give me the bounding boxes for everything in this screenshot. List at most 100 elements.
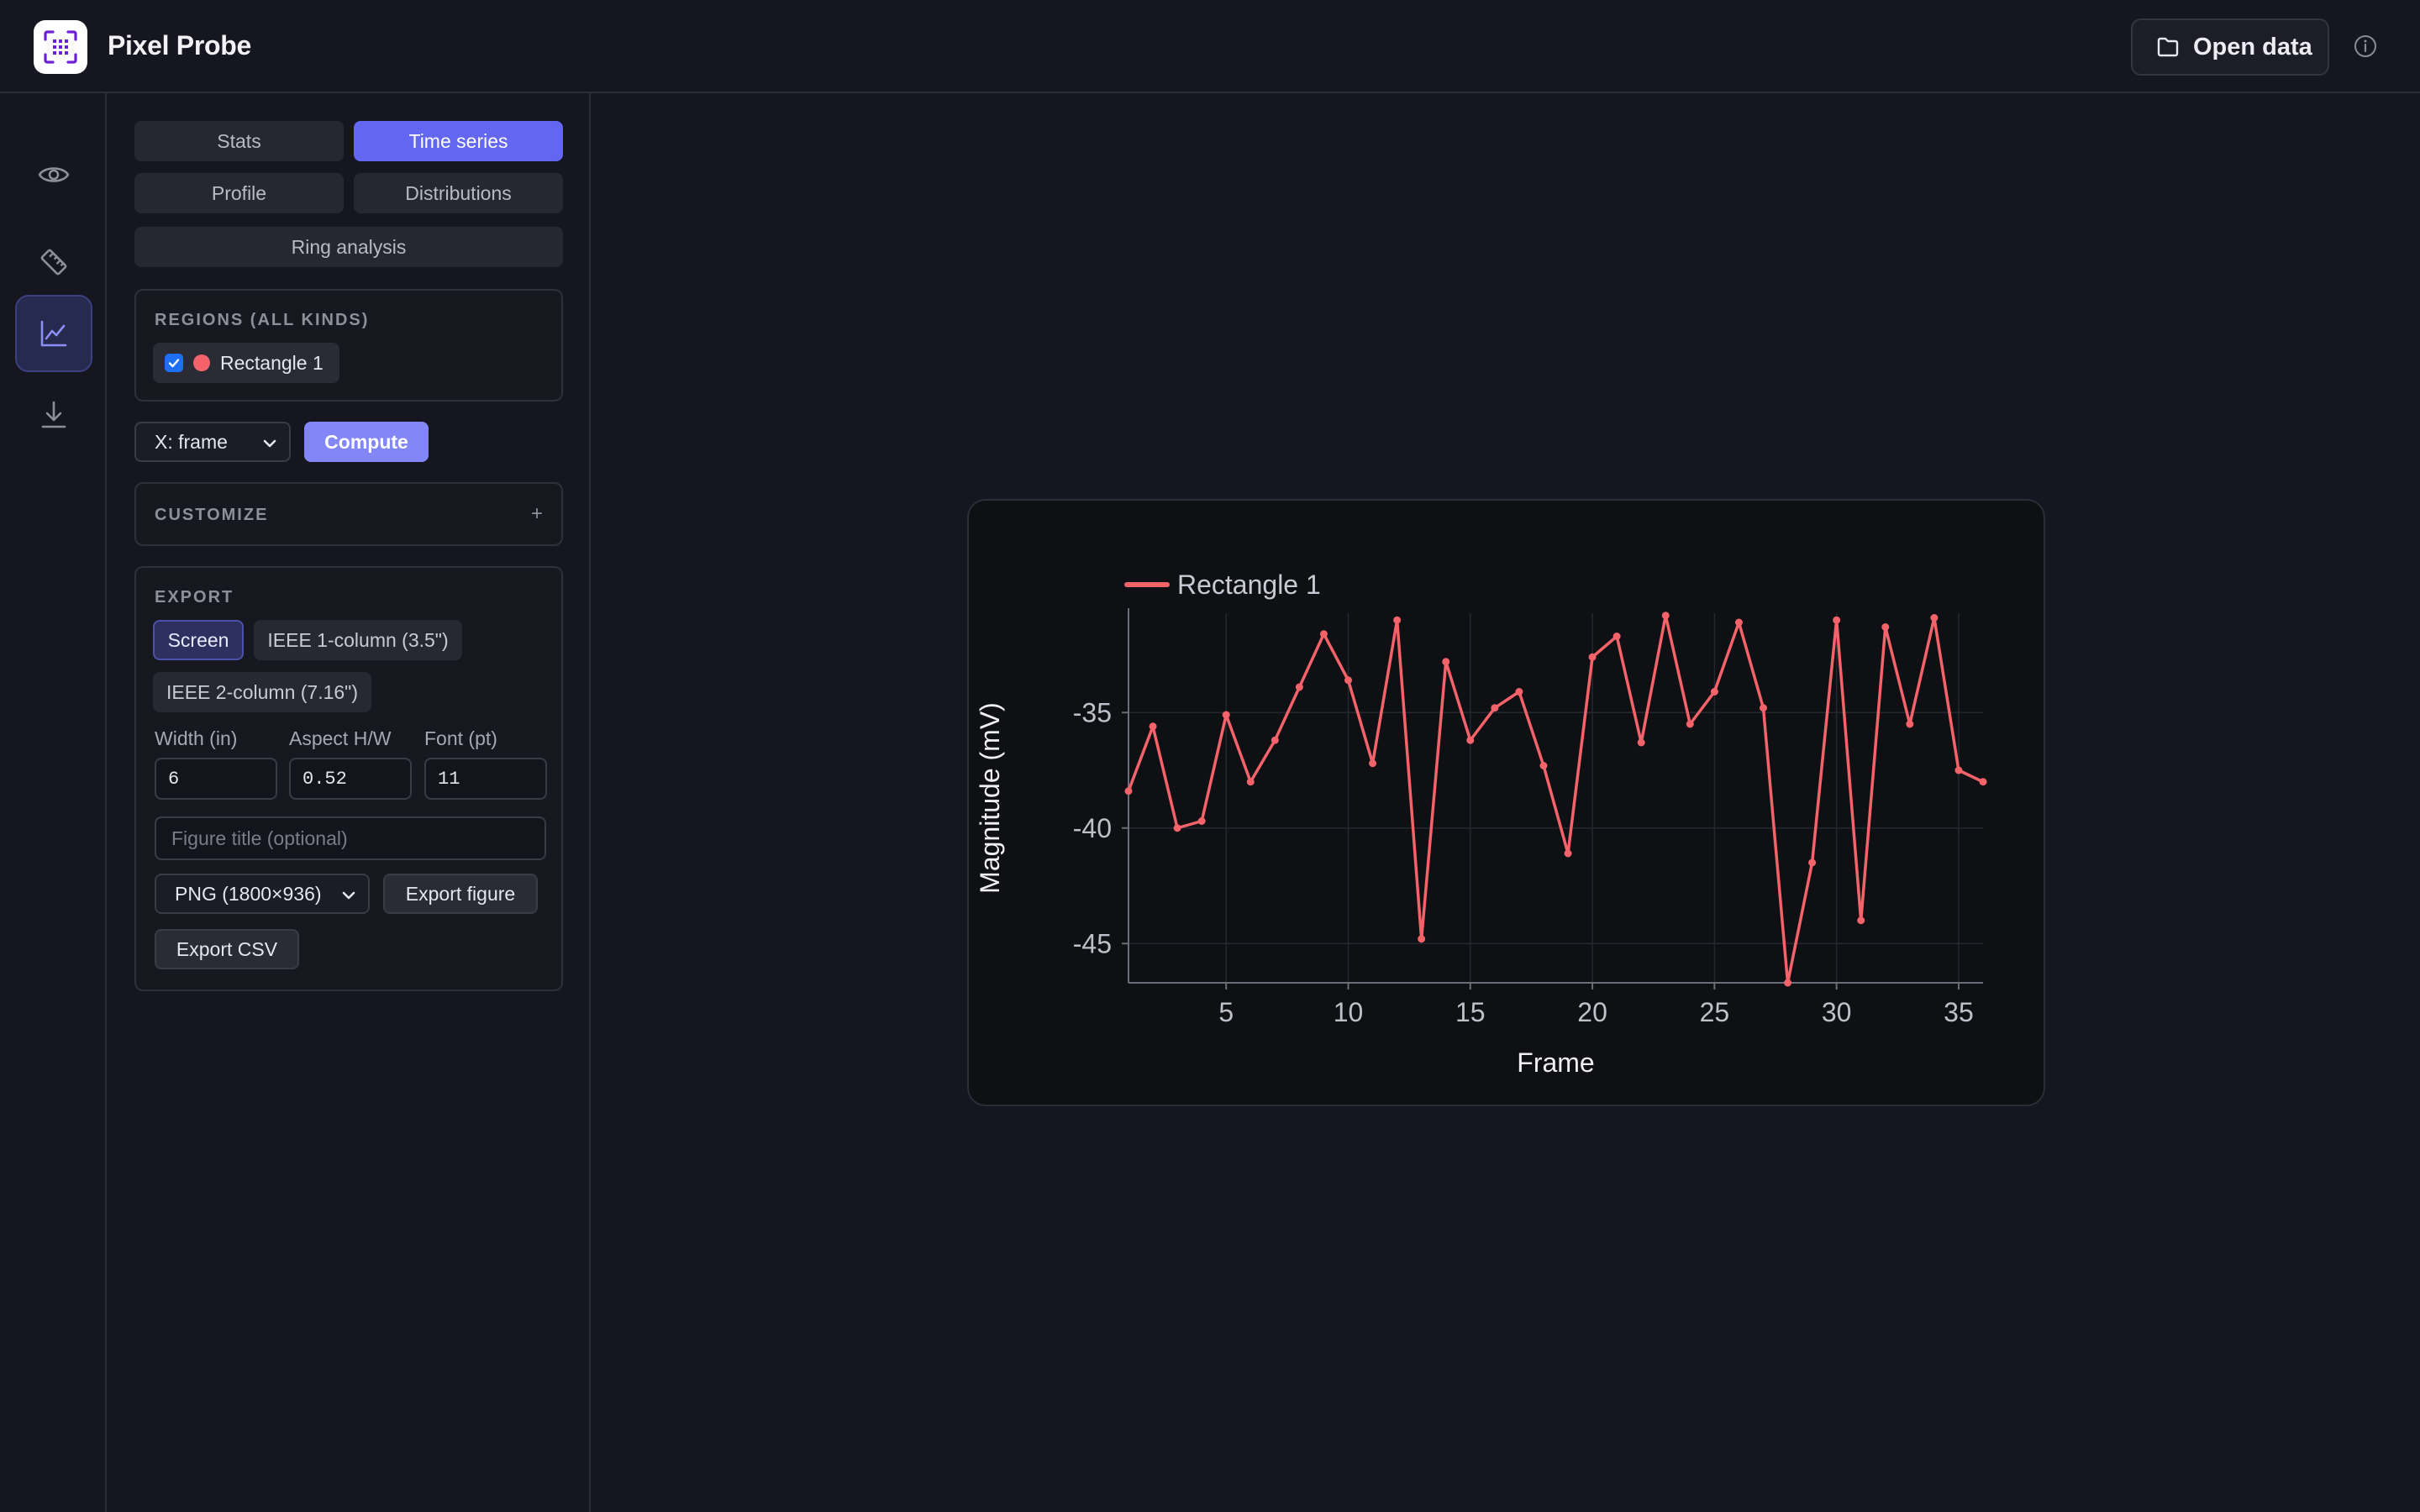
data-point xyxy=(1393,616,1402,624)
data-point xyxy=(1881,623,1890,631)
export-csv-button[interactable]: Export CSV xyxy=(155,929,299,969)
time-series-chart: 5 10 15 20 25 30 35 -35 -40 -45 Frame Magnitude (mV… xyxy=(975,570,1987,1078)
data-point xyxy=(1270,736,1279,744)
chevron-down-icon xyxy=(263,439,276,448)
data-point xyxy=(1539,762,1548,769)
data-point xyxy=(1564,849,1572,858)
x-tick-label: 15 xyxy=(1455,997,1486,1027)
font-input[interactable] xyxy=(424,758,547,800)
rail-view-button[interactable] xyxy=(15,136,92,213)
data-point xyxy=(1295,683,1303,691)
data-point xyxy=(1906,720,1914,728)
ruler-icon xyxy=(40,249,67,276)
data-point xyxy=(1734,618,1743,627)
app-logo xyxy=(34,20,87,74)
info-icon xyxy=(2354,35,2376,57)
data-point xyxy=(1491,704,1499,712)
x-axis-title: Frame xyxy=(1517,1047,1594,1078)
format-select[interactable]: PNG (1800×936) xyxy=(155,874,370,914)
chart-card: 5 10 15 20 25 30 35 -35 -40 -45 Frame Magnitude (mV… xyxy=(967,499,2045,1106)
data-point xyxy=(1418,935,1426,943)
region-chip-rectangle-1[interactable]: Rectangle 1 xyxy=(153,343,339,383)
data-point xyxy=(1686,720,1694,728)
x-tick-label: 25 xyxy=(1700,997,1730,1027)
x-tick-label: 35 xyxy=(1944,997,1974,1027)
region-checkbox[interactable] xyxy=(165,354,183,372)
data-point xyxy=(1173,824,1181,832)
tab-distributions[interactable]: Distributions xyxy=(354,173,563,213)
region-label: Rectangle 1 xyxy=(220,351,324,374)
font-label: Font (pt) xyxy=(424,727,497,749)
data-point xyxy=(1930,614,1939,622)
data-point xyxy=(1442,658,1450,666)
series-line xyxy=(1127,614,1984,984)
data-point xyxy=(1784,979,1792,987)
regions-card: REGIONS (ALL KINDS) Rectangle 1 xyxy=(134,289,563,402)
data-point xyxy=(1466,736,1475,744)
regions-label: REGIONS (ALL KINDS) xyxy=(155,311,370,329)
export-figure-button[interactable]: Export figure xyxy=(383,874,538,914)
tab-profile[interactable]: Profile xyxy=(134,173,344,213)
data-point xyxy=(1515,688,1523,696)
rail-measure-button[interactable] xyxy=(15,223,92,301)
checkmark-icon xyxy=(168,359,180,368)
data-point xyxy=(1149,722,1157,731)
rail-analysis-button[interactable] xyxy=(15,295,92,372)
legend-label: Rectangle 1 xyxy=(1177,570,1321,600)
chart-line-icon xyxy=(40,320,67,347)
x-tick-label: 20 xyxy=(1577,997,1607,1027)
data-point xyxy=(1197,817,1206,825)
x-axis-select[interactable]: X: frame xyxy=(134,422,291,462)
preset-ieee-1-column[interactable]: IEEE 1-column (3.5") xyxy=(254,620,462,660)
top-bar: Pixel Probe Open data xyxy=(0,0,2420,93)
folder-icon xyxy=(2157,37,2179,57)
y-tick-label: -35 xyxy=(1073,697,1112,727)
tab-ring-analysis[interactable]: Ring analysis xyxy=(134,227,563,267)
logo-icon xyxy=(44,30,77,64)
export-card: EXPORT Screen IEEE 1-column (3.5") IEEE … xyxy=(134,566,563,991)
data-point xyxy=(1612,633,1621,640)
width-label: Width (in) xyxy=(155,727,238,749)
format-select-value: PNG (1800×936) xyxy=(175,882,322,905)
analysis-panel xyxy=(107,93,591,1512)
y-tick-label: -45 xyxy=(1073,928,1112,958)
region-color-dot xyxy=(193,354,210,371)
compute-button[interactable]: Compute xyxy=(304,422,429,462)
figure-title-input[interactable] xyxy=(155,816,546,860)
data-point xyxy=(1246,778,1255,786)
app-title: Pixel Probe xyxy=(108,30,251,60)
data-point xyxy=(1979,778,1987,786)
data-point xyxy=(1222,711,1230,719)
customize-expand-icon[interactable]: + xyxy=(530,502,543,525)
eye-icon xyxy=(38,167,70,182)
x-tick-label: 10 xyxy=(1334,997,1364,1027)
download-icon xyxy=(41,401,66,428)
tab-time-series[interactable]: Time series xyxy=(354,121,563,161)
x-tick-label: 5 xyxy=(1218,997,1234,1027)
preset-screen[interactable]: Screen xyxy=(153,620,244,660)
x-tick-label: 30 xyxy=(1822,997,1852,1027)
data-point xyxy=(1344,676,1353,685)
data-point xyxy=(1833,616,1841,624)
open-data-button[interactable]: Open data xyxy=(2131,18,2329,76)
data-point xyxy=(1124,787,1133,795)
data-point xyxy=(1954,766,1963,774)
x-axis-select-value: X: frame xyxy=(155,430,228,453)
data-point xyxy=(1637,738,1645,747)
customize-label: CUSTOMIZE xyxy=(155,506,269,524)
export-label: EXPORT xyxy=(155,588,234,606)
tab-stats[interactable]: Stats xyxy=(134,121,344,161)
open-data-label: Open data xyxy=(2193,33,2312,60)
rail-export-button[interactable] xyxy=(15,376,92,454)
info-button[interactable] xyxy=(2353,34,2378,59)
data-point xyxy=(1588,653,1597,661)
chevron-down-icon xyxy=(342,891,355,900)
data-point xyxy=(1369,759,1377,768)
data-point xyxy=(1759,704,1767,712)
data-point xyxy=(1857,916,1865,925)
y-axis-title: Magnitude (mV) xyxy=(975,702,1005,894)
aspect-input[interactable] xyxy=(289,758,412,800)
customize-card[interactable]: CUSTOMIZE + xyxy=(134,482,563,546)
preset-ieee-2-column[interactable]: IEEE 2-column (7.16") xyxy=(153,672,371,712)
width-input[interactable] xyxy=(155,758,277,800)
